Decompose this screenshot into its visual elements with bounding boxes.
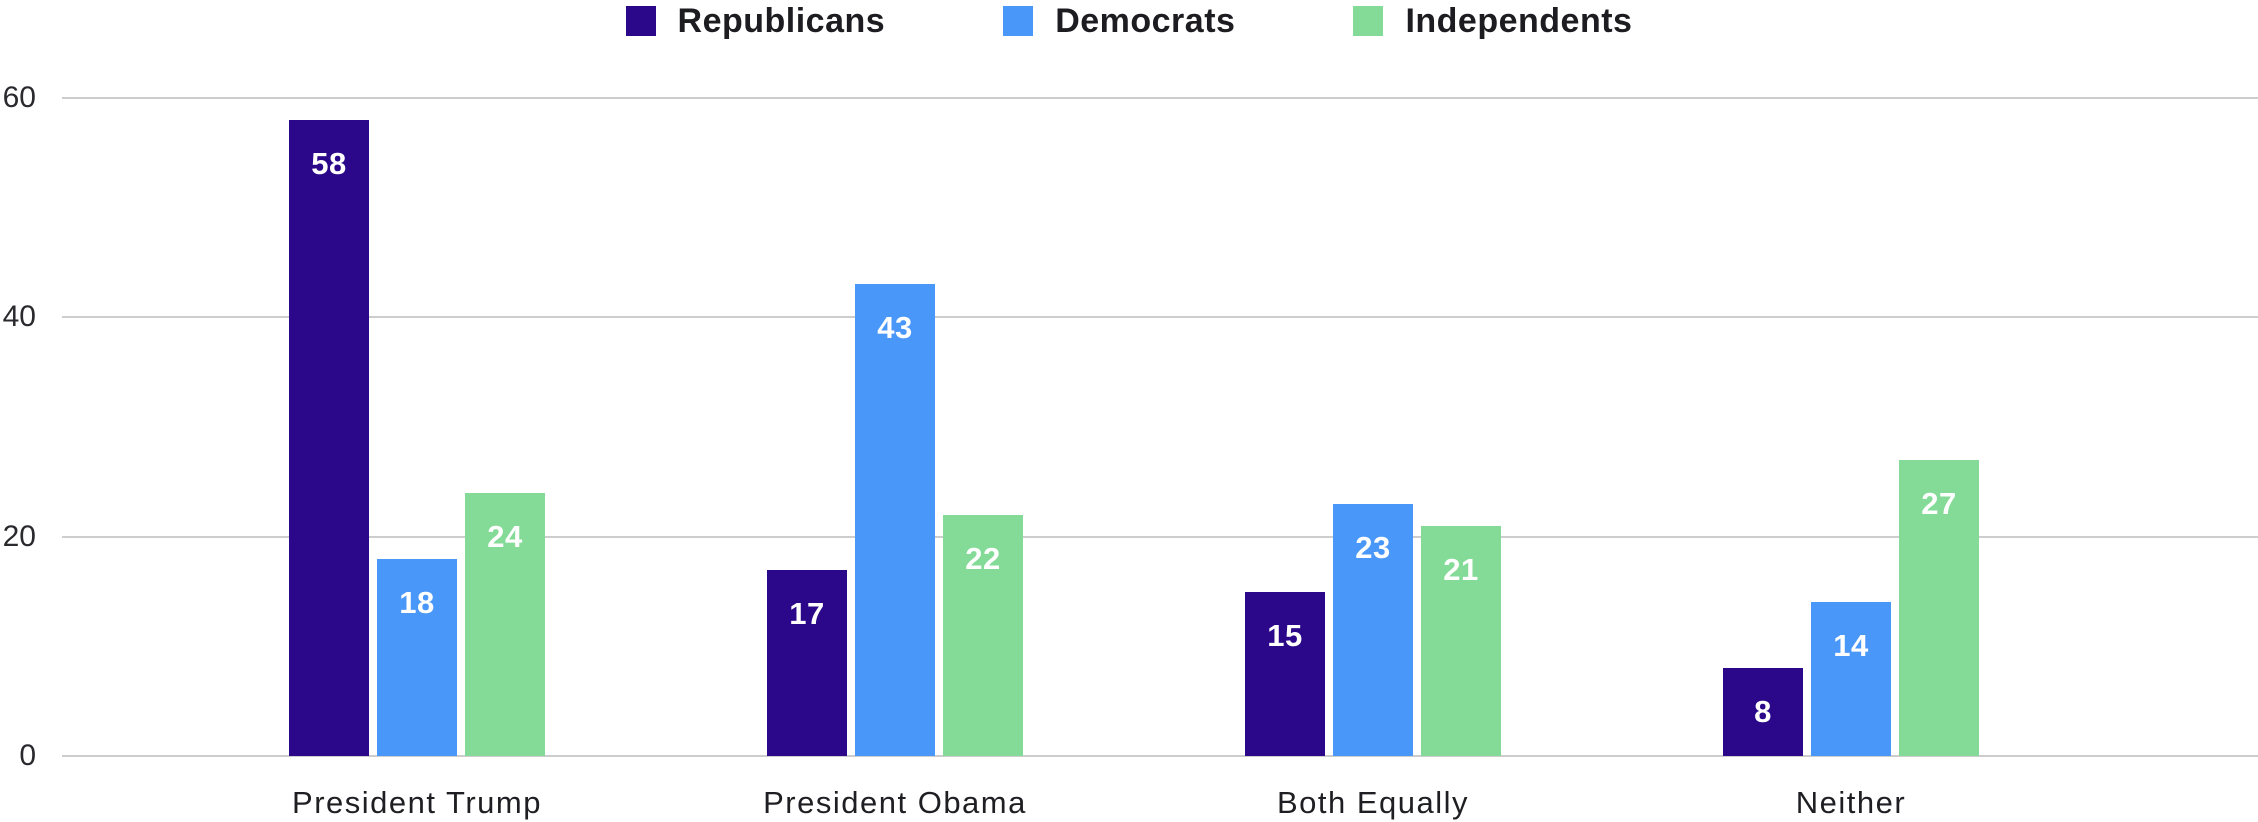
bar-value-label: 22 xyxy=(965,540,1001,576)
bar-value-label: 24 xyxy=(487,518,523,554)
bar-republicans-0: 58 xyxy=(289,119,369,756)
bar-value-label: 23 xyxy=(1355,529,1391,565)
y-axis-tick-label: 60 xyxy=(2,81,36,114)
category-label-2: Both Equally xyxy=(1276,785,1470,820)
category-label-0: President Trump xyxy=(292,785,542,820)
legend-swatch-icon xyxy=(625,6,656,36)
category-label-1: President Obama xyxy=(763,785,1027,820)
bar-value-label: 43 xyxy=(877,310,913,346)
bar-value-label: 18 xyxy=(399,584,435,620)
bar-value-label: 58 xyxy=(311,145,347,181)
legend-item-democrats: Democrats xyxy=(1003,2,1235,41)
y-axis-tick-label: 20 xyxy=(2,519,36,553)
bar-value-label: 15 xyxy=(1267,617,1303,653)
bar-democrats-0: 18 xyxy=(377,558,457,756)
bar-democrats-1: 43 xyxy=(855,284,935,756)
bar-value-label: 21 xyxy=(1443,551,1479,587)
bar-republicans-1: 17 xyxy=(767,569,847,756)
y-axis-tick-label: 0 xyxy=(19,739,36,772)
legend-label: Democrats xyxy=(1055,1,1236,40)
bar-independents-1: 22 xyxy=(943,514,1023,756)
bar-democrats-2: 23 xyxy=(1333,503,1413,756)
bar-value-label: 8 xyxy=(1754,694,1772,730)
bar-republicans-2: 15 xyxy=(1245,591,1325,756)
bar-democrats-3: 14 xyxy=(1811,602,1891,756)
bar-independents-3: 27 xyxy=(1899,459,1979,756)
chart-legend: Republicans Democrats Independents xyxy=(0,0,2258,42)
gridline xyxy=(62,97,2258,99)
legend-item-independents: Independents xyxy=(1353,2,1632,41)
legend-swatch-icon xyxy=(1003,6,1034,36)
legend-label: Republicans xyxy=(677,1,886,40)
bar-value-label: 27 xyxy=(1921,485,1957,521)
bar-independents-0: 24 xyxy=(465,492,545,756)
bar-independents-2: 21 xyxy=(1421,525,1501,756)
legend-item-republicans: Republicans xyxy=(625,1,886,41)
gridline xyxy=(62,755,2258,757)
gridline xyxy=(62,316,2258,319)
y-axis-tick-label: 40 xyxy=(2,300,36,334)
legend-label: Independents xyxy=(1405,1,1633,40)
bar-republicans-3: 8 xyxy=(1723,668,1803,756)
legend-swatch-icon xyxy=(1353,6,1384,36)
gridline xyxy=(62,535,2258,538)
bar-value-label: 17 xyxy=(789,595,825,631)
category-label-3: Neither xyxy=(1795,785,1907,820)
bar-value-label: 14 xyxy=(1833,628,1869,664)
